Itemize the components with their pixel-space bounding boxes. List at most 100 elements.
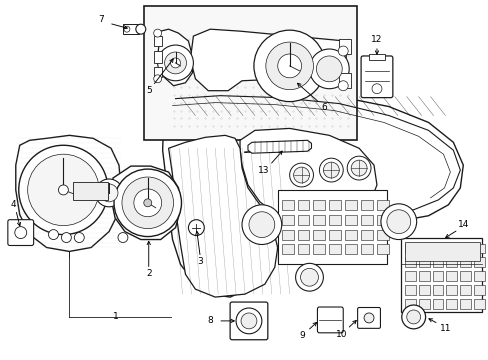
Bar	[281, 215, 293, 225]
Bar	[473, 285, 484, 295]
Bar	[404, 243, 415, 253]
Circle shape	[100, 184, 118, 202]
Circle shape	[153, 75, 162, 83]
Circle shape	[157, 45, 193, 81]
Bar	[446, 299, 456, 309]
Bar	[360, 230, 372, 239]
Circle shape	[74, 233, 84, 243]
Text: 11: 11	[439, 324, 450, 333]
Circle shape	[61, 233, 71, 243]
Circle shape	[406, 310, 420, 324]
Circle shape	[118, 233, 128, 243]
Bar	[446, 257, 456, 267]
Circle shape	[386, 210, 410, 234]
Circle shape	[289, 163, 313, 187]
Circle shape	[293, 167, 309, 183]
Text: 10: 10	[335, 330, 346, 339]
Circle shape	[309, 49, 348, 89]
Circle shape	[241, 313, 256, 329]
Bar	[418, 257, 428, 267]
Circle shape	[170, 58, 180, 68]
Bar	[368, 54, 384, 60]
Circle shape	[164, 52, 186, 74]
Polygon shape	[168, 135, 277, 297]
Circle shape	[136, 24, 145, 34]
Bar	[459, 285, 470, 295]
Bar	[360, 215, 372, 225]
Bar	[432, 257, 443, 267]
Circle shape	[319, 158, 343, 182]
Bar	[328, 215, 341, 225]
Bar	[339, 73, 350, 88]
Circle shape	[300, 268, 318, 286]
Polygon shape	[157, 29, 192, 86]
FancyBboxPatch shape	[230, 302, 267, 340]
Bar	[360, 200, 372, 210]
Bar	[277, 190, 386, 264]
Circle shape	[346, 156, 370, 180]
Bar	[446, 285, 456, 295]
Bar	[473, 299, 484, 309]
Bar	[418, 299, 428, 309]
Bar	[281, 200, 293, 210]
Bar	[404, 257, 415, 267]
Bar	[345, 215, 356, 225]
Bar	[446, 271, 456, 281]
Bar	[281, 244, 293, 255]
Circle shape	[338, 46, 347, 56]
Bar	[328, 230, 341, 239]
Text: 14: 14	[457, 220, 468, 229]
Text: 5: 5	[145, 86, 151, 95]
Bar	[143, 6, 356, 140]
Bar	[313, 244, 325, 255]
FancyBboxPatch shape	[8, 220, 34, 246]
Bar	[297, 230, 309, 239]
Bar	[459, 257, 470, 267]
Circle shape	[371, 84, 381, 94]
Text: 1: 1	[113, 312, 119, 321]
Circle shape	[277, 54, 301, 78]
Circle shape	[153, 29, 162, 37]
Bar	[122, 24, 139, 34]
Text: 13: 13	[258, 166, 269, 175]
Bar	[418, 271, 428, 281]
Circle shape	[134, 189, 162, 217]
Circle shape	[59, 185, 68, 195]
Circle shape	[316, 56, 342, 82]
Bar	[376, 230, 388, 239]
Text: 6: 6	[321, 103, 326, 112]
Bar	[418, 243, 428, 253]
Bar	[345, 230, 356, 239]
Bar	[473, 271, 484, 281]
Text: 3: 3	[197, 257, 203, 266]
Bar	[297, 215, 309, 225]
Circle shape	[265, 42, 313, 90]
Bar	[432, 285, 443, 295]
Circle shape	[114, 169, 181, 237]
Bar	[404, 299, 415, 309]
Bar	[459, 299, 470, 309]
Bar	[418, 285, 428, 295]
Bar	[345, 244, 356, 255]
Circle shape	[364, 313, 373, 323]
Bar	[153, 67, 162, 77]
Bar	[313, 215, 325, 225]
Polygon shape	[111, 166, 180, 239]
FancyBboxPatch shape	[360, 56, 392, 98]
Circle shape	[236, 308, 262, 334]
Bar	[404, 285, 415, 295]
Circle shape	[48, 230, 59, 239]
Circle shape	[242, 205, 281, 244]
Text: 4: 4	[11, 200, 17, 209]
Bar	[473, 243, 484, 253]
Circle shape	[401, 305, 425, 329]
Circle shape	[248, 212, 274, 238]
Text: 7: 7	[98, 15, 104, 24]
Circle shape	[253, 30, 325, 102]
Bar	[345, 200, 356, 210]
Circle shape	[28, 154, 99, 226]
Bar	[153, 36, 162, 46]
Bar	[297, 244, 309, 255]
Bar	[446, 243, 456, 253]
Bar	[404, 271, 415, 281]
